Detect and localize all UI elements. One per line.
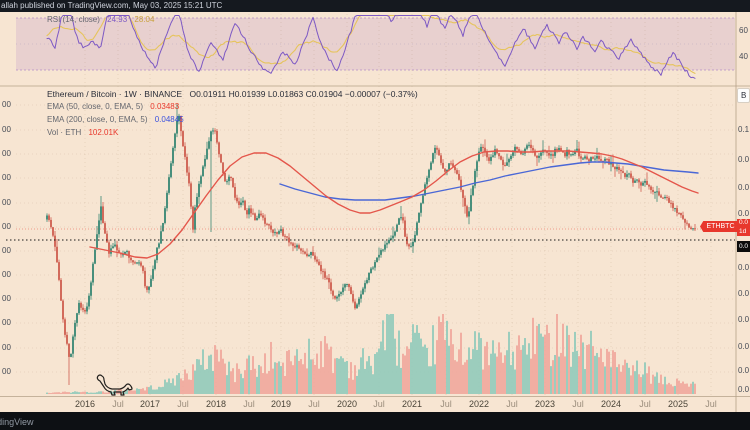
rsi-ma-value: 28.04 [134,15,155,24]
publish-attribution-bar: allah published on TradingView.com, May … [0,0,750,12]
time-axis-label: Jul [639,399,651,409]
ema200-label: EMA (200, close, 0, EMA, 5) [47,115,148,124]
ohlc-open: O0.01911 [189,89,227,99]
right-axis-label: 0.1 [738,125,750,134]
right-axis-label: 0.0 [738,209,750,218]
rsi-axis-label: 40 [739,52,748,61]
axis-price-value: 0.0 [739,219,749,226]
bottom-brand-bar: TradingView [0,412,750,430]
axis-price-box: 0.0 1d [737,219,750,236]
rsi-line [46,15,696,79]
time-axis-label: 2025 [667,399,689,409]
time-axis-label: 2017 [139,399,161,409]
time-axis-label: 2018 [205,399,227,409]
publish-attribution-text: allah published on TradingView.com, May … [1,1,223,10]
rsi-axis-label: 60 [739,26,748,35]
time-axis-label: Jul [308,399,320,409]
ema200-legend[interactable]: EMA (200, close, 0, EMA, 5) 0.04845 [47,115,184,124]
right-axis-label: 0.0 [738,385,750,394]
left-axis-label: 00 [2,318,11,327]
rsi-legend-label: RSI (14, close) [47,15,100,24]
time-axis-label: Jul [177,399,189,409]
time-axis-label: Jul [705,399,717,409]
ema50-value: 0.03483 [150,102,180,111]
left-axis-label: 00 [2,125,11,134]
right-axis-label: 0.0 [738,366,750,375]
time-axis-label: 2019 [270,399,292,409]
volume-series[interactable] [46,314,696,394]
left-axis-label: 00 [2,367,11,376]
left-axis-label: 00 [2,100,11,109]
rsi-band [16,17,735,71]
pane-separators [0,12,750,412]
time-axis-label: 2024 [600,399,622,409]
left-axis-label: 00 [2,222,11,231]
bar-change: −0.00007 (−0.37%) [344,89,418,99]
volume-label: Vol · ETH [47,128,82,137]
time-axis-label: 2022 [468,399,490,409]
price-lines [6,228,735,241]
time-axis-label: Jul [373,399,385,409]
right-axis-label: 0.0 [738,263,750,272]
ohlc-low: L0.01863 [267,89,304,99]
volume-value: 102.01K [88,128,119,137]
right-axis-label: 0.0 [738,342,750,351]
left-axis-label: 00 [2,198,11,207]
candlestick-series[interactable] [46,104,696,385]
dinosaur-doodle [96,374,133,396]
left-axis-label: 00 [2,343,11,352]
right-axis-label: 0.0 [738,315,750,324]
left-axis-label: 00 [2,149,11,158]
left-axis-label: 00 [2,246,11,255]
volume-legend[interactable]: Vol · ETH 102.01K [47,128,118,137]
ohlc-close: C0.01904 [305,89,343,99]
right-axis-label: 0.0 [738,183,750,192]
ohlc-high: H0.01939 [228,89,266,99]
time-axis-label: Jul [506,399,518,409]
axis-black-price-box: 0.0 [737,241,750,252]
time-axis-label: 2021 [401,399,423,409]
time-axis-label: Jul [440,399,452,409]
time-axis-label: Jul [572,399,584,409]
broker-b-badge[interactable]: B [737,88,750,103]
ema50-line [89,150,699,259]
time-axis-label: Jul [112,399,124,409]
current-price-badge: ETHBTC [700,221,741,232]
tradingview-logo-text: TradingView [0,417,34,427]
left-axis-label: 00 [2,270,11,279]
right-axis-label: 0.0 [738,155,750,164]
right-axis-label: 0.0 [738,289,750,298]
time-axis-label: 2016 [74,399,96,409]
time-axis-label: 2023 [534,399,556,409]
grid-lines [16,14,735,396]
symbol-legend[interactable]: Ethereum / Bitcoin · 1W · BINANCE O0.019… [47,89,418,99]
left-axis-label: 00 [2,173,11,182]
ema200-value: 0.04845 [154,115,184,124]
time-axis-label: Jul [243,399,255,409]
symbol-title: Ethereum / Bitcoin · 1W · BINANCE [47,89,183,99]
ema50-legend[interactable]: EMA (50, close, 0, EMA, 5) 0.03483 [47,102,179,111]
time-axis-label: 2020 [336,399,358,409]
rsi-value: 24.93 [107,15,128,24]
rsi-legend[interactable]: RSI (14, close) 24.93 28.04 [47,15,154,24]
left-axis-label: 00 [2,294,11,303]
axis-countdown: 1d [739,227,747,235]
ema50-label: EMA (50, close, 0, EMA, 5) [47,102,144,111]
